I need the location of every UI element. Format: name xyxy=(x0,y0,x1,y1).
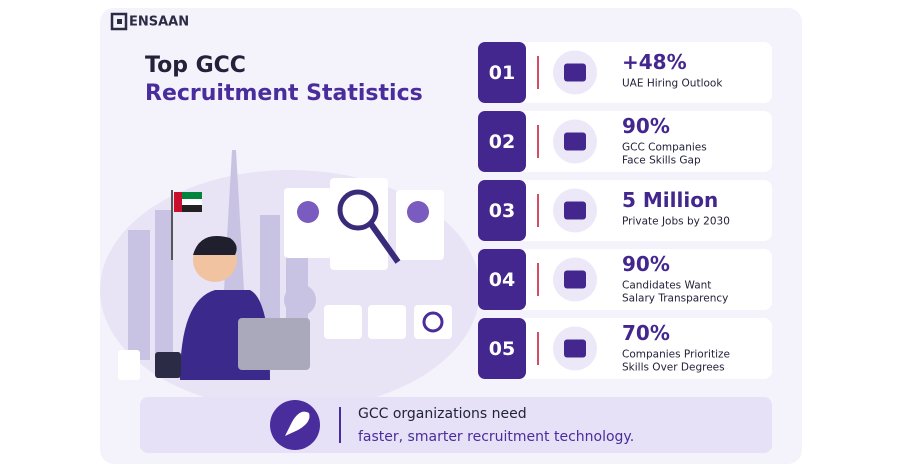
stat-card xyxy=(478,111,772,172)
footer-text: GCC organizations need xyxy=(358,406,527,422)
rocket-shape xyxy=(285,411,310,436)
stat-value: 70% xyxy=(622,321,670,345)
title-line: Top GCC xyxy=(145,53,246,78)
stat-number: 01 xyxy=(489,62,515,84)
stat-icon-glyph xyxy=(564,339,586,358)
stat-label: Salary Transparency xyxy=(622,293,728,305)
stat-label: Face Skills Gap xyxy=(622,155,701,167)
stat-label: Candidates Want xyxy=(622,280,711,292)
stat-number-box xyxy=(478,249,526,310)
stat-number-box xyxy=(478,111,526,172)
stat-label: Skills Over Degrees xyxy=(622,362,725,374)
title-line: Recruitment Statistics xyxy=(145,81,423,106)
stat-card xyxy=(478,318,772,379)
stat-number: 04 xyxy=(489,269,515,291)
stat-label: Companies Prioritize xyxy=(622,349,730,361)
stat-number-box xyxy=(478,318,526,379)
stat-icon-glyph xyxy=(564,63,586,82)
stat-icon-glyph xyxy=(564,132,586,151)
stat-number-box xyxy=(478,180,526,241)
stat-card xyxy=(478,42,772,103)
stat-label: UAE Hiring Outlook xyxy=(622,78,723,90)
stat-value: 5 Million xyxy=(622,188,718,212)
stat-label: GCC Companies xyxy=(622,142,707,154)
illustration xyxy=(100,150,480,410)
stat-icon-glyph xyxy=(564,270,586,289)
stat-card xyxy=(478,249,772,310)
stat-number-box xyxy=(478,42,526,103)
stat-value: +48% xyxy=(622,50,687,74)
stat-card xyxy=(478,180,772,241)
footer-text: faster, smarter recruitment technology. xyxy=(358,429,634,445)
stat-label: Private Jobs by 2030 xyxy=(622,216,730,228)
stat-number: 05 xyxy=(489,338,515,360)
stat-value: 90% xyxy=(622,114,670,138)
stat-number: 03 xyxy=(489,200,515,222)
stat-icon-glyph xyxy=(564,201,586,220)
brand-name: ENSAAN xyxy=(129,15,189,30)
stat-value: 90% xyxy=(622,252,670,276)
stat-number: 02 xyxy=(489,131,515,153)
brand-logo xyxy=(110,12,128,31)
